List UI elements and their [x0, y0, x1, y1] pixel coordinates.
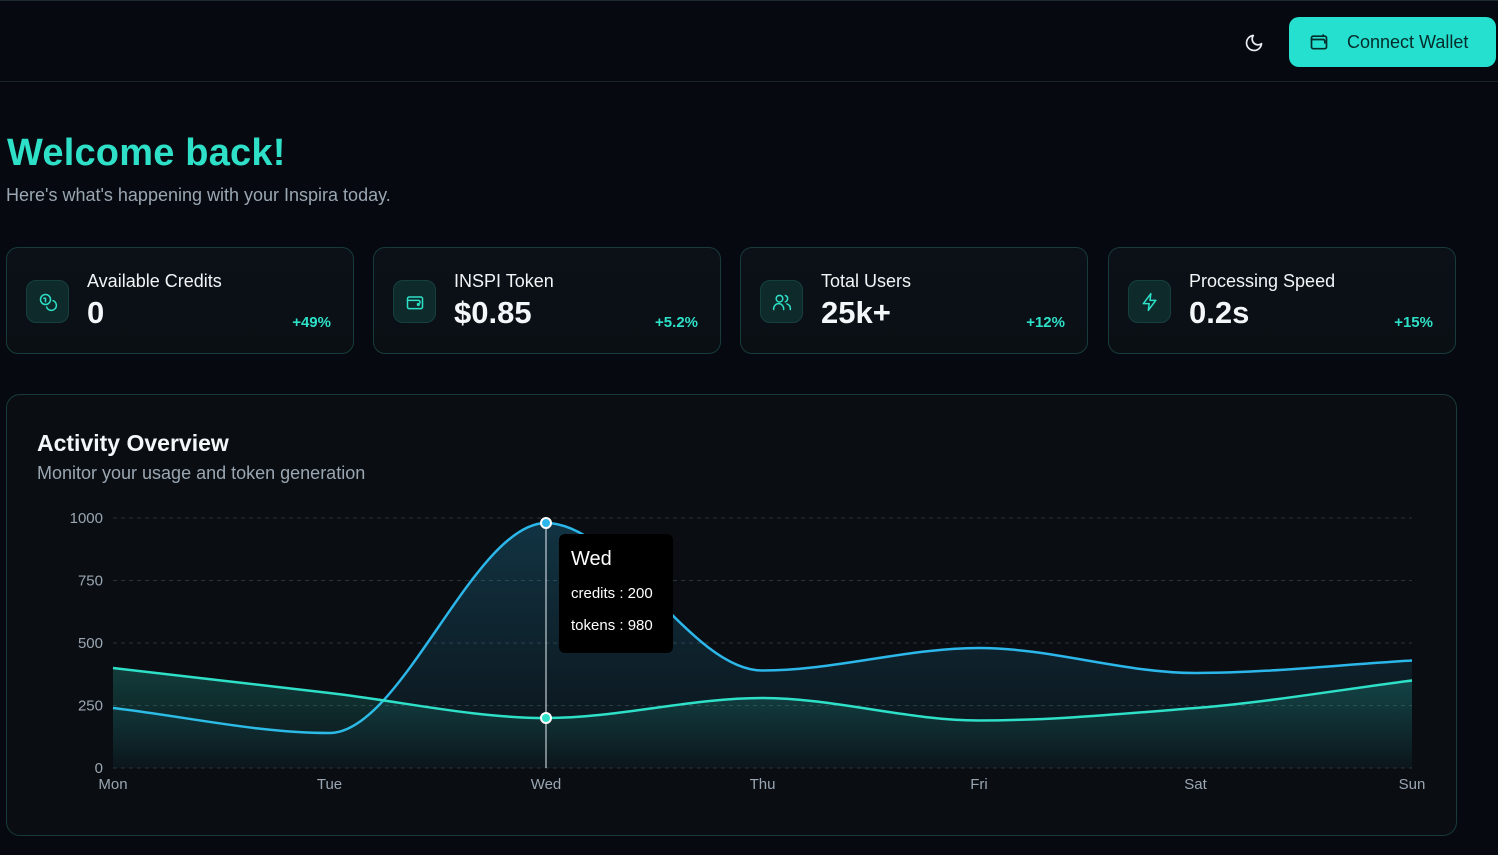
lightning-icon — [1128, 280, 1171, 323]
stat-card-users: Total Users 25k+ +12% — [740, 247, 1088, 354]
coins-icon — [26, 280, 69, 323]
stat-label: Processing Speed — [1189, 271, 1336, 291]
stat-delta: +49% — [292, 314, 331, 331]
connect-wallet-button[interactable]: Connect Wallet — [1289, 17, 1496, 67]
wallet-icon — [393, 280, 436, 323]
stat-delta: +15% — [1394, 314, 1433, 331]
series-line-credits — [112, 666, 1413, 722]
active-point-credits — [540, 712, 552, 724]
x-tick-label: Thu — [750, 776, 776, 793]
stat-delta: +5.2% — [655, 314, 698, 331]
stat-value: $0.85 — [454, 295, 532, 330]
users-icon — [760, 280, 803, 323]
active-point-tokens — [540, 517, 552, 529]
page-title: Welcome back! — [7, 132, 286, 174]
activity-subtitle: Monitor your usage and token generation — [37, 463, 366, 483]
y-tick-label: 750 — [78, 573, 103, 590]
wallet-icon — [1310, 34, 1328, 50]
stat-card-token: INSPI Token $0.85 +5.2% — [373, 247, 721, 354]
chart-tooltip: Wed credits : 200 tokens : 980 — [559, 534, 673, 653]
moon-icon — [1245, 34, 1263, 52]
activity-title: Activity Overview — [37, 430, 229, 456]
y-tick-label: 250 — [78, 698, 103, 715]
activity-chart[interactable]: 0 250 500 750 1000 Mon Tue Wed Thu Fri Sat Sun — [7, 395, 1458, 837]
x-tick-label: Mon — [98, 776, 127, 793]
x-tick-label: Wed — [531, 776, 562, 793]
activity-panel: Activity Overview Monitor your usage and… — [6, 394, 1457, 836]
x-tick-label: Tue — [317, 776, 342, 793]
x-tick-label: Fri — [970, 776, 988, 793]
stat-label: Available Credits — [87, 271, 222, 291]
stat-label: Total Users — [821, 271, 912, 291]
series-area-credits — [113, 668, 1412, 768]
stat-card-credits: Available Credits 0 +49% — [6, 247, 354, 354]
stat-value: 0 — [87, 295, 105, 330]
top-bar: Connect Wallet — [0, 0, 1498, 82]
stat-value: 0.2s — [1189, 295, 1250, 330]
tooltip-day: Wed — [571, 548, 612, 570]
y-tick-label: 500 — [78, 635, 103, 652]
x-tick-label: Sun — [1399, 776, 1426, 793]
connect-wallet-label: Connect Wallet — [1347, 31, 1469, 52]
stat-delta: +12% — [1026, 314, 1065, 331]
stat-card-speed: Processing Speed 0.2s +15% — [1108, 247, 1456, 354]
theme-toggle[interactable] — [1238, 27, 1270, 59]
series-area-tokens — [113, 523, 1412, 768]
y-tick-label: 1000 — [70, 510, 103, 527]
stat-label: INSPI Token — [454, 271, 554, 291]
tooltip-credits: credits : 200 — [571, 585, 653, 602]
tooltip-tokens: tokens : 980 — [571, 617, 653, 634]
stat-value: 25k+ — [821, 295, 891, 330]
x-tick-label: Sat — [1184, 776, 1207, 793]
page-subtitle: Here's what's happening with your Inspir… — [6, 185, 391, 205]
y-tick-label: 0 — [95, 760, 103, 777]
